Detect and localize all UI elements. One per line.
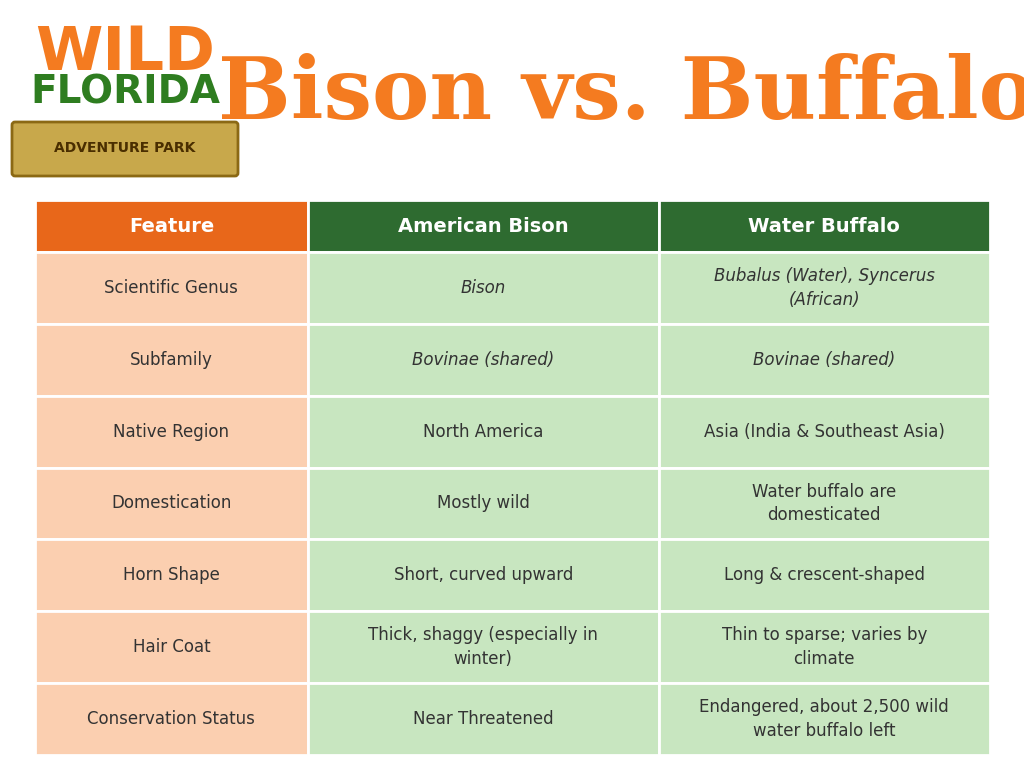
Text: Thin to sparse; varies by
climate: Thin to sparse; varies by climate [722,627,927,668]
Bar [658,611,990,684]
Text: FLORIDA: FLORIDA [30,74,220,112]
Bar [35,468,308,539]
Text: Conservation Status: Conservation Status [87,710,255,728]
Bar [308,611,658,684]
Bar [658,684,990,755]
Bar [658,468,990,539]
Bar [658,200,990,252]
Text: American Bison: American Bison [398,217,568,236]
Text: Horn Shape: Horn Shape [123,566,220,584]
Bar [35,252,308,324]
Text: Endangered, about 2,500 wild
water buffalo left: Endangered, about 2,500 wild water buffa… [699,698,949,740]
Bar [35,611,308,684]
Text: Bovinae (shared): Bovinae (shared) [412,351,554,369]
Text: Native Region: Native Region [114,422,229,441]
Bar [35,539,308,611]
FancyBboxPatch shape [12,122,238,176]
Text: Hair Coat: Hair Coat [133,638,210,656]
Text: WILD: WILD [35,24,215,82]
Text: Domestication: Domestication [112,495,231,512]
Text: Short, curved upward: Short, curved upward [393,566,572,584]
Text: Asia (India & Southeast Asia): Asia (India & Southeast Asia) [703,422,945,441]
Bar [658,252,990,324]
Bar [658,324,990,396]
Bar [308,200,658,252]
Text: Scientific Genus: Scientific Genus [104,279,239,297]
Text: Bison: Bison [461,279,506,297]
Bar [308,539,658,611]
Text: Near Threatened: Near Threatened [413,710,554,728]
Text: Bison vs. Buffalo: Bison vs. Buffalo [218,53,1024,137]
Text: Mostly wild: Mostly wild [437,495,529,512]
Text: Feature: Feature [129,217,214,236]
Bar [658,396,990,468]
Bar [35,200,308,252]
Bar [308,252,658,324]
Bar [35,396,308,468]
Bar [308,396,658,468]
Bar [35,324,308,396]
Bar [308,468,658,539]
Text: Long & crescent-shaped: Long & crescent-shaped [724,566,925,584]
Bar [35,684,308,755]
Text: Water buffalo are
domesticated: Water buffalo are domesticated [753,483,896,525]
Bar [308,684,658,755]
Text: Subfamily: Subfamily [130,351,213,369]
Text: Bovinae (shared): Bovinae (shared) [753,351,895,369]
Text: North America: North America [423,422,544,441]
Bar [658,539,990,611]
Bar [308,324,658,396]
Text: ADVENTURE PARK: ADVENTURE PARK [54,141,196,155]
Text: Bubalus (Water), Syncerus
(African): Bubalus (Water), Syncerus (African) [714,267,935,309]
Text: Thick, shaggy (especially in
winter): Thick, shaggy (especially in winter) [369,627,598,668]
Text: Water Buffalo: Water Buffalo [749,217,900,236]
